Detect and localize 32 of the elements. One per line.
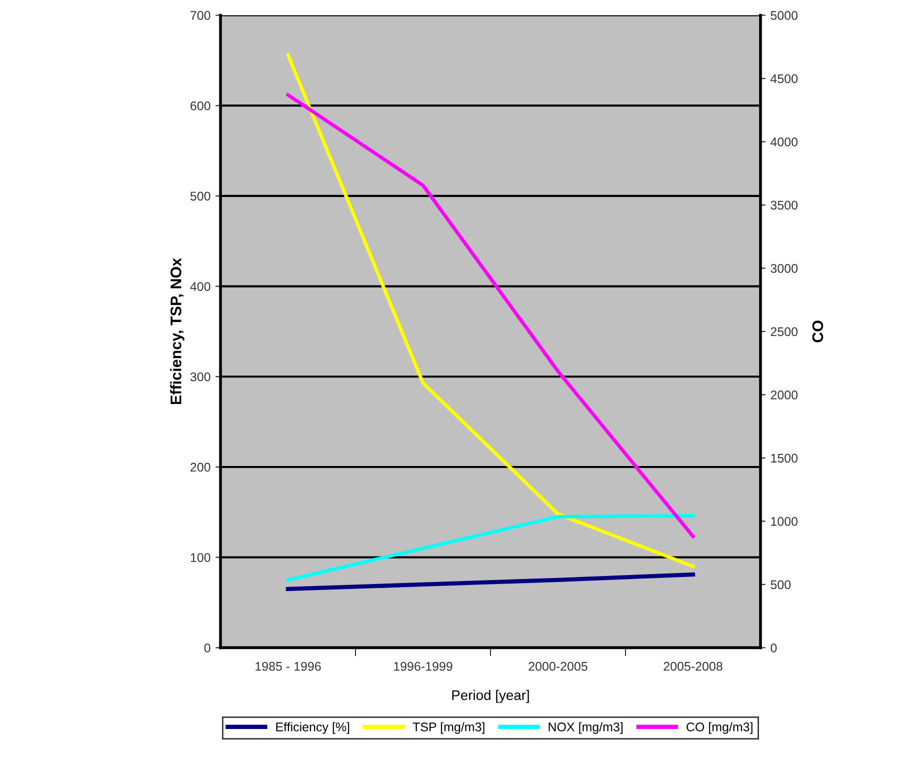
y-tick-label: 500: [190, 192, 210, 201]
x-tick-label: 2000-2005: [528, 662, 588, 671]
y-tick-label: 200: [190, 462, 210, 472]
y2-tick-label: 1000: [771, 517, 798, 526]
y2-tick-label: 4500: [770, 74, 798, 84]
y2-tick-label: 2500: [770, 327, 798, 336]
legend-label: CO [mg/m3]: [686, 722, 752, 734]
y-tick-label: 100: [190, 553, 210, 562]
line-series: [286, 514, 695, 582]
y2-tick-label: 4000: [770, 138, 798, 146]
y2-tick-label: 500: [770, 580, 791, 590]
y2-tick-label: 5000: [770, 11, 798, 20]
y2-axis-title: CO: [812, 320, 824, 342]
y-tick-label: 400: [190, 282, 210, 291]
y2-tick-label: 0: [770, 644, 777, 652]
y-tick-label: 300: [190, 372, 210, 382]
y-axis-title: Efficiency, TSP, NOx: [170, 258, 184, 404]
x-tick-label: 1985 - 1996: [256, 662, 321, 671]
legend-label: TSP [mg/m3]: [412, 722, 484, 734]
y-tick-label: 700: [190, 11, 210, 20]
line-series: [286, 572, 696, 592]
legend-label: NOX [mg/m3]: [548, 722, 623, 734]
x-tick-label: 2005-2008: [664, 662, 722, 671]
y2-tick-label: 2000: [770, 390, 798, 400]
y2-tick-label: 1500: [771, 454, 798, 463]
legend-label: Efficiency [%]: [276, 722, 350, 734]
x-tick-label: 1996-1999: [394, 662, 452, 671]
y2-tick-label: 3000: [770, 264, 798, 273]
y2-tick-label: 3500: [770, 200, 798, 210]
y-tick-label: 0: [204, 644, 210, 652]
x-axis-title: Period [year]: [452, 690, 529, 703]
y-tick-label: 600: [190, 101, 210, 110]
